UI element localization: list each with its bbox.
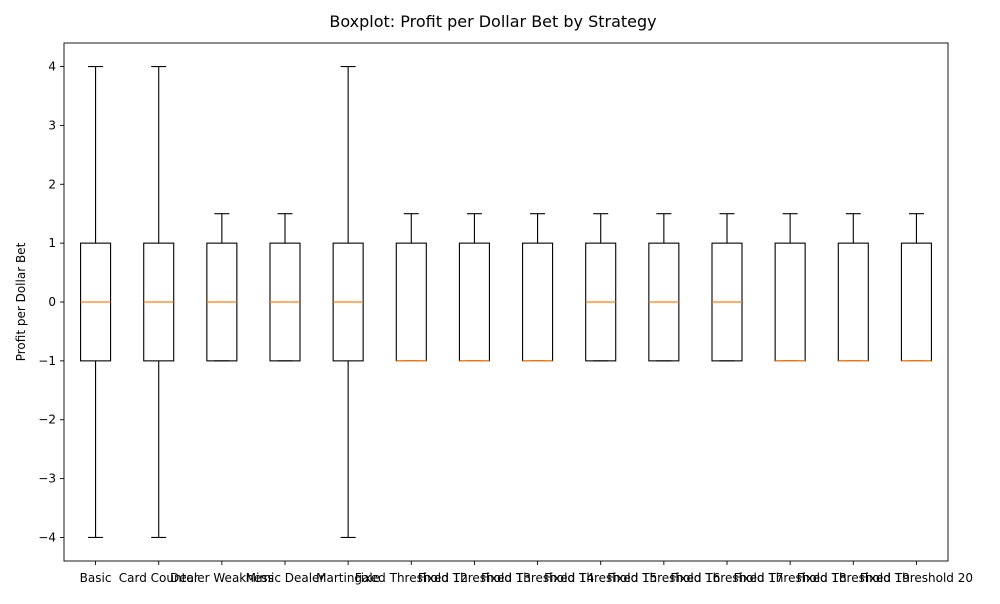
x-tick-label: Fixed Threshold 15 [544,571,657,585]
y-tick-label: −1 [38,354,56,368]
x-tick-label: Dealer Weakness [170,571,274,585]
y-axis-label: Profit per Dollar Bet [14,242,28,361]
x-tick-label: Mimic Dealer [246,571,325,585]
x-tick-label: Fixed Threshold 19 [797,571,910,585]
y-tick-label: −2 [38,413,56,427]
chart-title: Boxplot: Profit per Dollar Bet by Strate… [329,12,656,31]
x-tick-label: Fixed Threshold 16 [607,571,720,585]
box-iqr [900,242,932,362]
x-tick-label: Fixed Threshold 12 [355,571,468,585]
y-tick-label: −3 [38,472,56,486]
x-tick-label: Basic [80,571,112,585]
x-tick-label: Fixed Threshold 18 [734,571,847,585]
box-iqr [837,242,869,362]
box-iqr [395,242,427,362]
x-tick-label: Martingale [316,571,380,585]
y-tick-label: 0 [48,295,56,309]
y-tick-label: −4 [38,530,56,544]
box-iqr [522,242,554,362]
x-tick-label: Fixed Threshold 14 [481,571,594,585]
x-tick-label: Fixed Threshold 20 [860,571,973,585]
y-tick-label: 4 [48,60,56,74]
box-iqr [458,242,490,362]
y-tick-label: 2 [48,177,56,191]
box-iqr [774,242,806,362]
y-tick-label: 1 [48,236,56,250]
y-tick-label: 3 [48,118,56,132]
axes-frame [63,42,949,562]
x-tick-label: Fixed Threshold 13 [418,571,531,585]
x-tick-label: Card Counter [119,571,199,585]
x-tick-label: Fixed Threshold 17 [670,571,783,585]
